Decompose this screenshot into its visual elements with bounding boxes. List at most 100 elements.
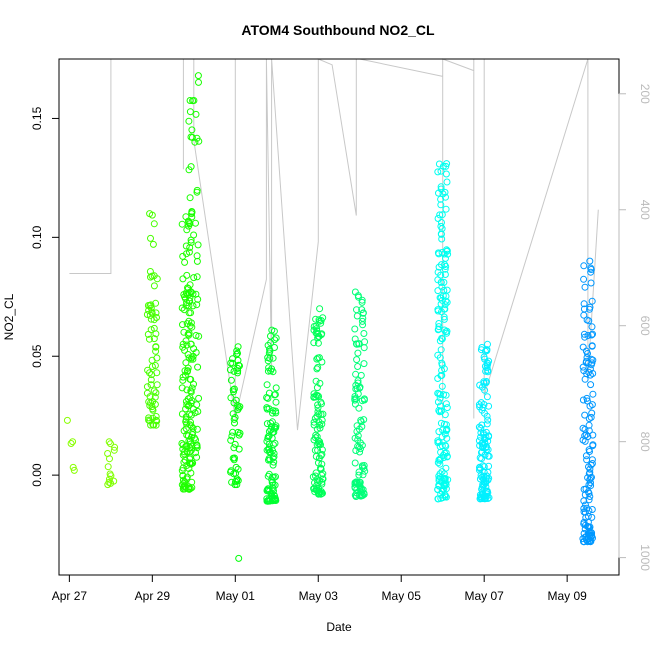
- data-point: [268, 418, 276, 426]
- x-tick-label: May 09: [547, 589, 587, 603]
- data-point: [587, 264, 595, 272]
- data-point: [228, 432, 236, 440]
- data-point: [586, 533, 594, 541]
- secondary-y-tick-label: 200: [638, 84, 650, 104]
- data-point: [179, 321, 186, 329]
- data-point: [270, 391, 278, 399]
- data-point: [580, 262, 588, 270]
- data-point: [188, 354, 196, 362]
- data-point: [436, 460, 444, 468]
- data-point: [149, 406, 157, 414]
- data-point: [440, 470, 448, 478]
- data-point: [441, 271, 449, 278]
- data-point: [271, 336, 279, 344]
- data-point: [316, 440, 324, 448]
- data-point: [588, 342, 596, 350]
- data-point: [265, 456, 272, 464]
- data-point: [313, 355, 321, 363]
- data-point: [186, 322, 194, 330]
- data-point: [437, 294, 445, 302]
- data-point: [179, 275, 187, 283]
- data-point: [434, 326, 442, 334]
- data-point: [181, 450, 188, 458]
- data-point: [179, 373, 187, 381]
- data-point: [313, 384, 321, 392]
- data-point: [354, 349, 362, 357]
- data-point: [434, 437, 442, 445]
- data-point: [437, 407, 445, 415]
- data-point: [265, 440, 273, 448]
- data-point: [437, 419, 445, 427]
- data-point: [437, 183, 445, 191]
- data-point: [355, 404, 363, 412]
- data-point: [312, 472, 319, 480]
- data-point: [263, 381, 271, 389]
- data-point: [589, 330, 596, 338]
- data-point: [148, 371, 156, 379]
- data-point: [354, 442, 362, 450]
- data-point: [187, 411, 195, 419]
- data-point: [188, 431, 196, 439]
- data-point: [581, 533, 589, 541]
- data-point: [148, 211, 156, 219]
- data-point: [317, 441, 324, 449]
- data-point: [194, 363, 202, 371]
- data-point: [583, 394, 591, 402]
- data-point: [231, 454, 238, 462]
- data-point: [584, 359, 592, 367]
- data-point: [193, 441, 201, 449]
- data-point: [318, 416, 326, 424]
- data-point: [194, 295, 202, 303]
- data-point: [192, 110, 200, 118]
- data-point: [268, 476, 276, 484]
- data-point: [188, 323, 196, 331]
- data-point: [588, 331, 596, 339]
- data-point: [581, 426, 589, 433]
- data-point: [104, 463, 112, 471]
- data-point: [580, 300, 588, 308]
- data-point: [190, 345, 198, 353]
- data-point: [351, 325, 359, 333]
- data-point: [582, 501, 589, 509]
- data-point: [434, 276, 442, 284]
- data-point: [580, 275, 588, 283]
- data-point: [153, 314, 160, 321]
- data-point: [443, 434, 451, 442]
- data-point: [479, 444, 486, 452]
- data-point: [180, 306, 188, 314]
- data-point: [581, 283, 589, 291]
- data-point: [230, 444, 238, 452]
- data-point: [188, 459, 196, 467]
- data-point: [143, 383, 151, 391]
- data-point: [437, 195, 445, 203]
- data-point: [358, 317, 366, 325]
- data-point: [150, 387, 158, 395]
- data-point: [230, 385, 238, 393]
- data-point: [587, 279, 595, 287]
- data-point: [580, 485, 588, 493]
- data-point: [188, 384, 196, 392]
- data-point: [183, 420, 191, 428]
- data-point: [63, 416, 71, 424]
- data-point: [194, 72, 202, 80]
- data-point: [193, 401, 201, 409]
- data-point: [353, 306, 360, 314]
- data-point: [318, 358, 326, 366]
- data-point: [194, 241, 202, 249]
- data-point: [579, 343, 587, 351]
- data-point: [437, 402, 444, 410]
- data-point: [111, 443, 119, 451]
- data-point: [270, 450, 278, 457]
- x-tick-label: May 05: [382, 589, 422, 603]
- data-point: [485, 452, 493, 460]
- data-point: [352, 370, 360, 378]
- data-point: [272, 409, 280, 417]
- data-point: [359, 463, 366, 471]
- data-point: [182, 295, 189, 303]
- data-point: [434, 459, 442, 467]
- data-point: [319, 470, 327, 478]
- data-point: [585, 421, 593, 429]
- data-point: [480, 401, 488, 408]
- x-axis: Apr 27 Apr 29 May 01 May 03 May 05 May 07 May …: [52, 574, 587, 603]
